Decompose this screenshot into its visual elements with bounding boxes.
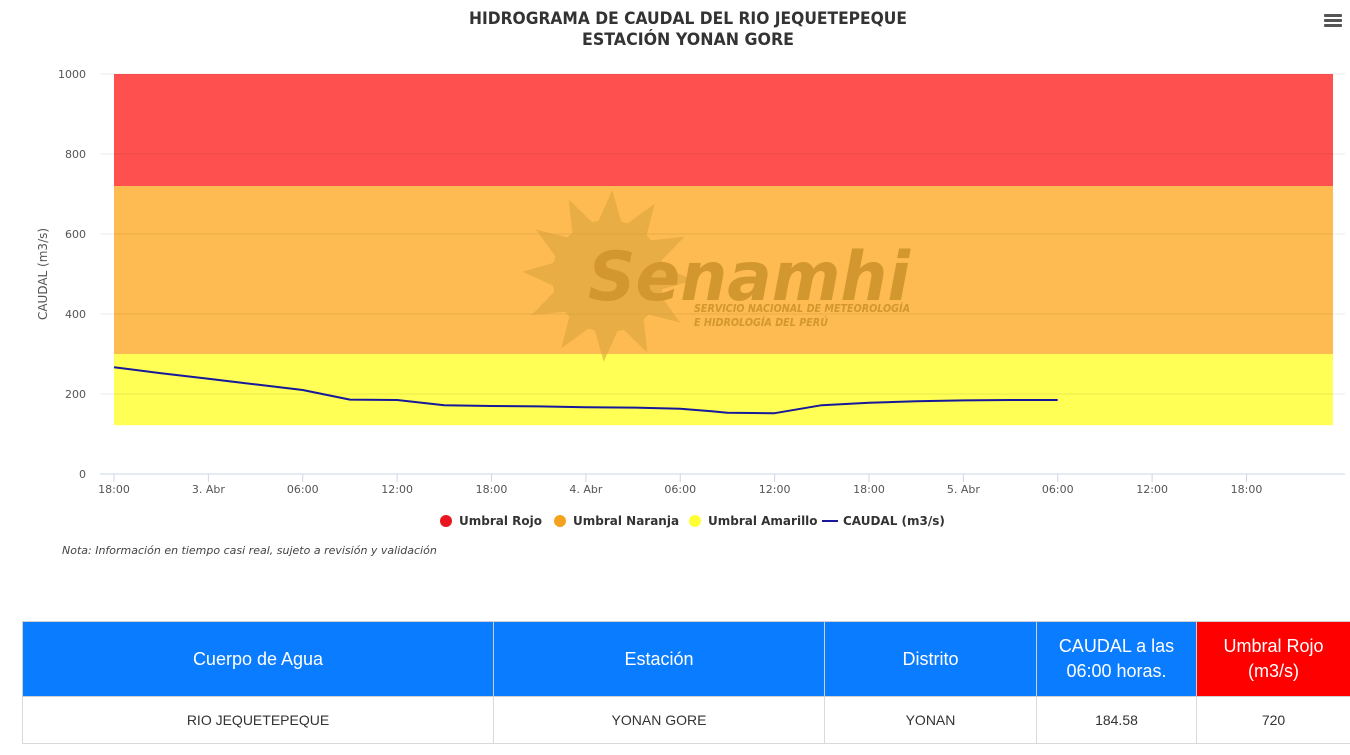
header-water-body: Cuerpo de Agua xyxy=(22,621,494,697)
x-tick-label: 12:00 xyxy=(1136,483,1168,496)
header-station: Estación xyxy=(493,621,825,697)
chart-container: 0 200 400 600 800 1000 18:00 3. Abr 06:00 12:00 18… xyxy=(36,9,1345,528)
sun-ray-icon xyxy=(522,261,559,288)
y-axis-label: CAUDAL (m3/s) xyxy=(36,228,50,320)
x-tick-label: 06:00 xyxy=(287,483,319,496)
x-tick-label: 18:00 xyxy=(476,483,508,496)
cell-red-threshold: 720 xyxy=(1196,696,1350,744)
cell-flow: 184.58 xyxy=(1036,696,1197,744)
x-tick-label: 06:00 xyxy=(1042,483,1074,496)
legend-item[interactable]: Umbral Naranja xyxy=(554,514,679,528)
chart-subtitle: ESTACIÓN YONAN GORE xyxy=(582,28,794,50)
y-tick-label: 600 xyxy=(65,228,86,241)
legend-label: Umbral Rojo xyxy=(459,514,542,528)
legend-marker-icon xyxy=(554,515,566,527)
sun-ray-icon xyxy=(596,190,623,227)
y-tick-label: 400 xyxy=(65,308,86,321)
table-header-row: Cuerpo de Agua Estación Distrito CAUDAL … xyxy=(22,621,1350,697)
watermark-tagline-2: E HIDROLOGÍA DEL PERÚ xyxy=(694,316,828,329)
hamburger-menu-icon[interactable] xyxy=(1322,12,1344,32)
y-tick-label: 200 xyxy=(65,388,86,401)
cell-water-body: RIO JEQUETEPEQUE xyxy=(22,696,494,744)
x-tick-label: 18:00 xyxy=(98,483,130,496)
hydrograph-chart: 0 200 400 600 800 1000 18:00 3. Abr 06:00 12:00 18… xyxy=(36,9,1345,528)
x-tick-label: 12:00 xyxy=(759,483,791,496)
sun-ray-icon xyxy=(657,264,694,291)
watermark-brand: Senamhi xyxy=(588,238,912,317)
header-flow: CAUDAL a las 06:00 horas. xyxy=(1036,621,1197,697)
table-row: RIO JEQUETEPEQUE YONAN GORE YONAN 184.58… xyxy=(22,696,1350,744)
cell-district: YONAN xyxy=(824,696,1037,744)
legend-item[interactable]: Umbral Rojo xyxy=(440,514,542,528)
x-tick-label: 18:00 xyxy=(1231,483,1263,496)
header-district: Distrito xyxy=(824,621,1037,697)
x-tick-label: 5. Abr xyxy=(947,483,980,496)
y-tick-label: 800 xyxy=(65,148,86,161)
threshold-band-umbral-rojo xyxy=(114,74,1333,186)
x-tick-label: 4. Abr xyxy=(569,483,602,496)
legend-item[interactable]: CAUDAL (m3/s) xyxy=(822,514,945,528)
header-red-threshold: Umbral Rojo (m3/s) xyxy=(1196,621,1350,697)
x-tick-label: 3. Abr xyxy=(192,483,225,496)
y-tick-label: 1000 xyxy=(58,68,86,81)
chart-title: HIDROGRAMA DE CAUDAL DEL RIO JEQUETEPEQU… xyxy=(469,9,907,29)
y-tick-label: 0 xyxy=(79,468,86,481)
station-table: Cuerpo de Agua Estación Distrito CAUDAL … xyxy=(22,621,1350,744)
watermark-tagline-1: SERVICIO NACIONAL DE METEOROLOGÍA xyxy=(694,302,910,315)
x-tick-label: 12:00 xyxy=(381,483,413,496)
legend-label: Umbral Amarillo xyxy=(708,514,818,528)
x-tick-label: 18:00 xyxy=(853,483,885,496)
legend-marker-icon xyxy=(689,515,701,527)
series-line-caudal xyxy=(113,366,1058,415)
sun-icon xyxy=(552,220,664,332)
chart-note: Nota: Información en tiempo casi real, s… xyxy=(62,544,437,557)
legend-label: Umbral Naranja xyxy=(573,514,679,528)
legend-item[interactable]: Umbral Amarillo xyxy=(689,514,818,528)
cell-station: YONAN GORE xyxy=(493,696,825,744)
sun-ray-icon xyxy=(593,325,620,362)
legend-marker-icon xyxy=(440,515,452,527)
threshold-band-umbral-naranja xyxy=(114,186,1333,354)
x-tick-label: 06:00 xyxy=(664,483,696,496)
legend-label: CAUDAL (m3/s) xyxy=(843,514,945,528)
